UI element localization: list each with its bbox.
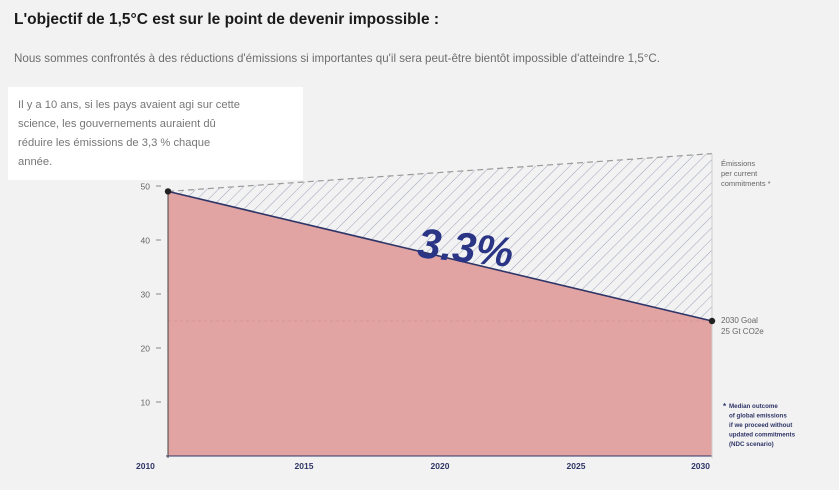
commitments-label: commitments * [721, 179, 771, 188]
page-title: L'objectif de 1,5°C est sur le point de … [14, 11, 440, 28]
note-line: année. [18, 156, 53, 168]
x-tick-label: 2030 [691, 461, 710, 471]
note-line: réduire les émissions de 3,3 % chaque [18, 137, 211, 149]
footnote-line: if we proceed without [729, 422, 792, 429]
required-reduction-area [168, 191, 712, 456]
x-tick-label: 2025 [567, 461, 586, 471]
x-tick-label: 2020 [431, 461, 450, 471]
goal-point [708, 317, 716, 325]
hatched-gap-area [168, 153, 712, 321]
start-point [164, 188, 172, 195]
commitments-label: per current [721, 169, 758, 178]
note-line: science, les gouvernements auraient dû [18, 118, 216, 130]
y-tick-label: 30 [141, 290, 151, 300]
footnote-line: Median outcome [729, 403, 778, 410]
footnote-line: * [723, 402, 727, 411]
footnote-line: of global emissions [729, 413, 787, 420]
note-line: Il y a 10 ans, si les pays avaient agi s… [18, 99, 241, 111]
footnote-line: updated commitments [729, 432, 796, 439]
y-tick-label: 50 [141, 182, 151, 192]
x-tick-label: 2010 [136, 461, 155, 471]
goal-label: 2030 Goal [721, 316, 758, 325]
reduction-rate-label: 3.3% [415, 219, 515, 276]
commitments-label: Émissions [721, 159, 755, 168]
y-tick-label: 40 [141, 236, 151, 246]
footnote-line: (NDC scenario) [729, 441, 774, 448]
page-subtitle: Nous sommes confrontés à des réductions … [14, 52, 661, 65]
goal-label: 25 Gt CO2e [721, 327, 764, 336]
required-path-line [167, 190, 713, 322]
y-tick-label: 20 [141, 344, 151, 354]
explanation-note: Il y a 10 ans, si les pays avaient agi s… [8, 87, 303, 180]
x-tick-label: 2015 [295, 461, 314, 471]
y-tick-label: 10 [141, 398, 151, 408]
commitments-line [167, 153, 713, 192]
